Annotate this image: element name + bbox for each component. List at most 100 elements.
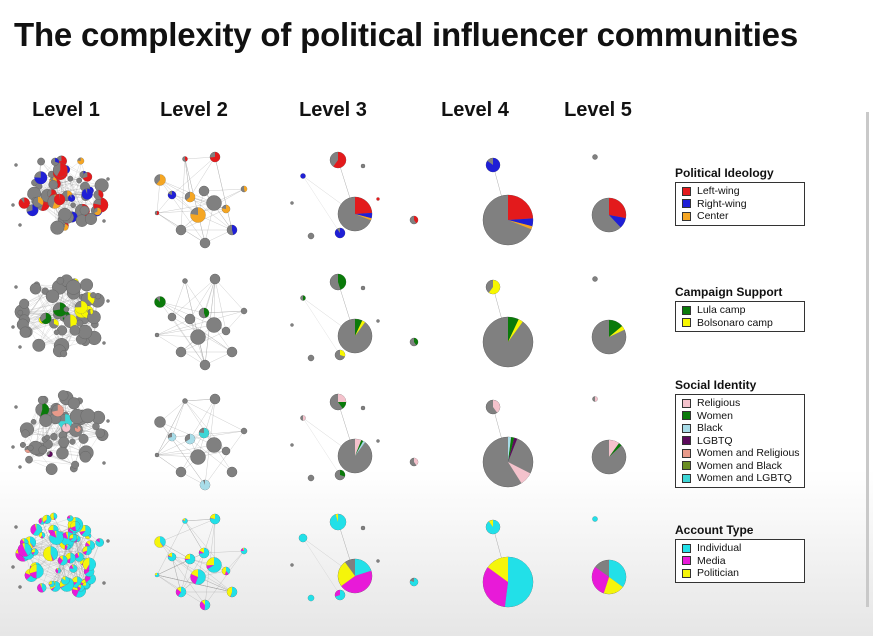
network-edge — [214, 278, 227, 332]
legend-box: Left-wing Right-wing Center — [675, 182, 805, 226]
network-edge — [29, 459, 76, 465]
community-node — [102, 461, 106, 465]
community-node — [69, 325, 81, 336]
community-node — [209, 151, 221, 163]
legend-item-label: Black — [697, 422, 723, 434]
page-title: The complexity of political influencer c… — [14, 16, 798, 53]
community-node — [154, 416, 166, 428]
community-node — [591, 559, 627, 595]
community-node — [52, 302, 68, 317]
community-node — [67, 194, 76, 202]
network-edge — [51, 564, 90, 585]
network-edge — [65, 427, 75, 469]
community-node — [77, 324, 93, 340]
community-node — [81, 188, 93, 200]
community-node — [37, 395, 47, 405]
community-node — [74, 300, 88, 314]
community-node — [106, 539, 110, 543]
community-node — [592, 396, 598, 402]
community-node — [67, 397, 81, 410]
community-node — [19, 298, 30, 309]
community-node — [329, 151, 347, 169]
community-node — [409, 577, 419, 587]
legend-account-type: Account Type Individual Media Politician — [675, 523, 805, 583]
legend-item: Bolsonaro camp — [682, 317, 798, 330]
community-node — [329, 273, 347, 291]
community-node — [376, 559, 380, 563]
network-edge — [26, 429, 87, 454]
scrollbar[interactable] — [866, 112, 869, 607]
community-node — [221, 446, 231, 456]
community-node — [209, 513, 221, 525]
community-node — [32, 196, 44, 208]
legend-title: Campaign Support — [675, 285, 783, 299]
network-edge — [159, 179, 215, 204]
legend-item-label: Religious — [697, 397, 741, 409]
community-node — [182, 518, 188, 524]
community-node — [240, 307, 248, 315]
community-node — [14, 525, 18, 529]
community-node — [61, 576, 70, 585]
religious-swatch — [682, 398, 691, 408]
community-node — [154, 174, 166, 186]
community-node — [64, 544, 71, 550]
community-node — [44, 434, 51, 441]
community-node — [49, 318, 59, 329]
community-node — [300, 415, 306, 421]
community-node — [226, 586, 238, 598]
community-node — [198, 427, 210, 439]
legend-item: Individual — [682, 542, 798, 555]
network-edge — [53, 516, 87, 586]
community-node — [40, 312, 52, 325]
network-edge — [30, 403, 75, 449]
community-node — [199, 479, 211, 491]
community-node — [80, 408, 96, 424]
community-node — [42, 514, 52, 524]
legend-item-label: Politician — [697, 567, 740, 579]
community-node — [182, 398, 188, 404]
community-node — [34, 171, 48, 185]
community-node — [300, 173, 306, 179]
community-node — [82, 582, 90, 589]
community-node — [50, 432, 58, 441]
network-edge — [159, 541, 206, 606]
network-edge — [36, 519, 48, 572]
black-swatch — [682, 423, 691, 433]
community-node — [307, 474, 315, 482]
legend-item: Black — [682, 422, 798, 435]
community-node — [376, 197, 380, 201]
network-edge — [225, 310, 245, 332]
legend-item-label: Women and LGBTQ — [697, 472, 792, 484]
community-node — [592, 154, 598, 160]
legend-item-label: Women and Religious — [697, 447, 800, 459]
community-node — [300, 295, 306, 301]
community-node — [221, 204, 231, 214]
network-edge — [184, 520, 205, 554]
lgbtq-swatch — [682, 436, 691, 446]
community-node — [38, 445, 48, 455]
community-node — [106, 419, 110, 423]
network-edge — [156, 432, 205, 456]
network-edge — [156, 318, 191, 336]
community-node — [226, 346, 238, 358]
community-node — [95, 538, 104, 547]
community-node — [198, 547, 210, 559]
community-node — [49, 512, 58, 520]
community-node — [591, 319, 627, 355]
community-node — [409, 337, 419, 347]
legend-item: Women and Black — [682, 460, 798, 473]
network-edge — [159, 421, 215, 446]
level-5-header: Level 5 — [564, 99, 632, 121]
community-node — [31, 548, 39, 556]
network-edge — [26, 292, 74, 333]
level-4-header: Level 4 — [441, 99, 509, 121]
network-edge — [225, 550, 245, 572]
community-node — [360, 285, 366, 291]
community-node — [206, 195, 222, 211]
community-node — [45, 463, 58, 476]
community-node — [14, 163, 18, 167]
community-node — [50, 157, 60, 166]
women-black-swatch — [682, 461, 691, 471]
community-node — [206, 557, 222, 573]
community-node — [206, 317, 222, 333]
